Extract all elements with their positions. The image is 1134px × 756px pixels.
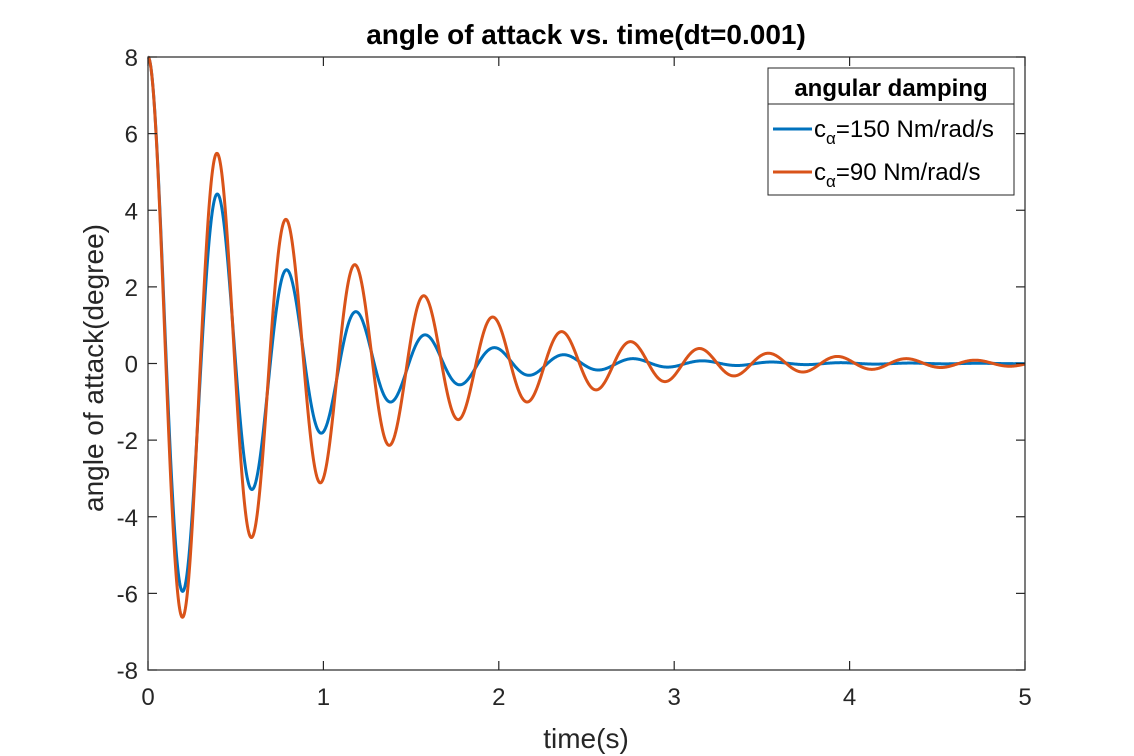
x-tick-label: 1 (317, 684, 330, 711)
y-tick-label: -2 (117, 428, 138, 455)
y-tick-label: -6 (117, 581, 138, 608)
legend-label-base: c (814, 116, 826, 143)
plot-frame (147, 56, 1026, 671)
x-axis-label: time(s) (543, 723, 629, 754)
x-tick-label: 0 (141, 684, 154, 711)
x-tick-labels: 0 1 2 3 4 5 (141, 684, 1031, 711)
series-line-2 (146, 55, 1027, 619)
legend-label-subscript: α (826, 129, 836, 148)
y-tick-label: -8 (117, 658, 138, 685)
legend-label-rest: =150 Nm/rad/s (836, 116, 994, 143)
y-tick-label: 0 (125, 352, 138, 379)
legend-label-series-2: cα=90 Nm/rad/s (814, 159, 981, 191)
y-tick-label: -4 (117, 505, 138, 532)
y-axis-label: angle of attack(degree) (78, 224, 109, 512)
legend-label-rest: =90 Nm/rad/s (836, 159, 981, 186)
y-tick-label: 8 (125, 45, 138, 72)
series-layer (146, 55, 1027, 619)
legend-label-series-1: cα=150 Nm/rad/s (814, 116, 994, 148)
y-tick-label: 2 (125, 275, 138, 302)
x-tick-label: 3 (668, 684, 681, 711)
chart-title: angle of attack vs. time(dt=0.001) (366, 19, 806, 50)
legend-label-base: c (814, 159, 826, 186)
y-tick-label: 4 (125, 198, 138, 225)
legend-label-subscript: α (826, 172, 836, 191)
x-tick-label: 2 (492, 684, 505, 711)
x-tick-label: 4 (843, 684, 856, 711)
legend: angular damping cα=150 Nm/rad/s cα=90 Nm… (767, 67, 1015, 196)
x-tick-label: 5 (1018, 684, 1031, 711)
legend-title: angular damping (794, 75, 987, 102)
y-tick-label: 6 (125, 122, 138, 149)
series-line-1 (146, 55, 1027, 593)
y-tick-labels: -8 -6 -4 -2 0 2 4 6 8 (117, 45, 138, 685)
legend-box (767, 67, 1015, 196)
